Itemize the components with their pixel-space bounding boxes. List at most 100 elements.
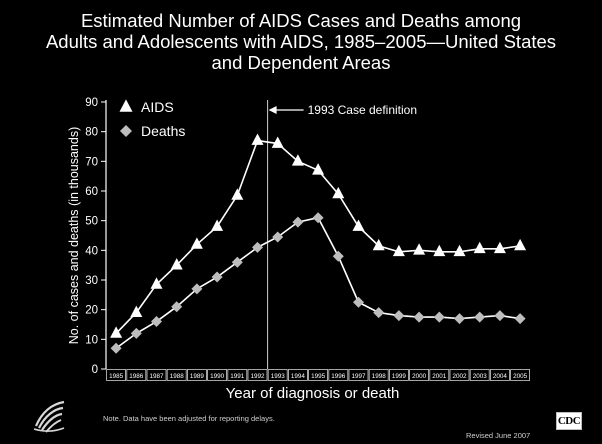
x-tick-label: 1997 [351, 373, 366, 380]
y-tick-label: 90 [85, 97, 98, 109]
deaths-data-point [151, 316, 162, 328]
deaths-data-point [191, 283, 203, 295]
deaths-data-point [454, 313, 465, 325]
aids-data-point [453, 244, 466, 257]
aids-data-point [190, 237, 203, 249]
x-tick-label: 1990 [210, 373, 225, 380]
y-tick-label: 0 [92, 364, 98, 376]
annotation-arrow-head [268, 106, 277, 114]
x-tick-box [348, 369, 369, 381]
y-tick-label: 40 [85, 245, 98, 257]
x-tick-label: 1988 [170, 373, 185, 380]
legend-marker-deaths [120, 125, 132, 137]
x-tick-box [247, 369, 268, 381]
aids-data-point [433, 244, 446, 257]
x-axis-label: Year of diagnosis or death [226, 385, 400, 402]
x-tick-label: 1991 [230, 373, 245, 380]
aids-data-point [413, 243, 426, 255]
deaths-data-point [413, 311, 425, 323]
deaths-data-point [514, 313, 526, 325]
deaths-data-point [474, 311, 486, 323]
hhs-eagle-logo [30, 396, 70, 441]
legend-label: Deaths [141, 123, 185, 139]
aids-data-point [332, 186, 345, 199]
series-line-deaths [115, 216, 521, 349]
deaths-data-point [252, 241, 263, 253]
x-tick-box [126, 369, 147, 381]
aids-data-point [372, 238, 385, 251]
x-tick-label: 2000 [412, 373, 427, 380]
deaths-data-point [110, 342, 122, 354]
title-line-1: Estimated Number of AIDS Cases and Death… [80, 10, 522, 31]
deaths-data-point [393, 310, 405, 322]
x-tick-label: 1996 [331, 373, 346, 380]
aids-data-point [271, 136, 284, 148]
deaths-data-point [292, 216, 304, 228]
x-tick-box [186, 369, 207, 381]
y-tick-label: 70 [85, 156, 98, 168]
x-tick-box [429, 369, 450, 381]
x-tick-box [489, 369, 510, 381]
deaths-data-point [433, 311, 445, 323]
x-tick-box [409, 369, 430, 381]
x-tick-label: 2001 [432, 373, 447, 380]
x-tick-box [207, 369, 228, 381]
y-tick-label: 80 [85, 127, 98, 139]
x-tick-label: 2003 [473, 373, 488, 380]
x-tick-label: 1989 [190, 373, 205, 380]
deaths-data-point [332, 250, 344, 262]
aids-data-point [291, 154, 304, 166]
legend-marker-aids [119, 99, 133, 112]
aids-data-point [352, 219, 365, 231]
annotation-label: 1993 Case definition [308, 103, 417, 117]
y-tick-label: 30 [85, 275, 98, 287]
aids-data-point [493, 241, 506, 254]
x-tick-label: 1987 [149, 373, 164, 380]
cdc-logo: CDC [556, 412, 582, 430]
footnote: Note. Data have been adjusted for report… [103, 414, 275, 423]
aids-data-point [312, 163, 325, 175]
x-tick-label: 1992 [250, 373, 265, 380]
x-tick-label: 2002 [452, 373, 467, 380]
deaths-data-point [171, 301, 183, 313]
x-tick-label: 1993 [271, 373, 286, 380]
deaths-data-point [312, 212, 324, 224]
y-tick-label: 50 [85, 216, 98, 228]
x-tick-box [106, 369, 126, 381]
x-tick-box [227, 369, 248, 381]
x-tick-box [449, 369, 470, 381]
deaths-data-point [211, 271, 223, 283]
deaths-data-point [373, 307, 385, 319]
x-tick-box [308, 369, 329, 381]
y-tick-label: 60 [85, 186, 98, 198]
x-tick-box [510, 369, 531, 381]
deaths-data-point [272, 231, 284, 243]
deaths-data-point [130, 327, 142, 339]
x-tick-label: 1986 [129, 373, 144, 380]
legend-label: AIDS [141, 99, 174, 115]
aids-data-point [251, 133, 264, 145]
title-line-2: Adults and Adolescents with AIDS, 1985–2… [45, 31, 557, 52]
revised-date: Revised June 2007 [466, 431, 531, 440]
x-tick-box [469, 369, 490, 381]
deaths-data-point [494, 310, 506, 322]
aids-data-point [130, 305, 143, 317]
title-line-3: and Dependent Areas [211, 52, 391, 73]
deaths-data-point [353, 296, 364, 308]
x-tick-label: 1985 [109, 373, 124, 380]
x-tick-box [368, 369, 389, 381]
aids-data-point [110, 326, 123, 338]
aids-data-point [150, 277, 163, 289]
deaths-data-point [231, 256, 243, 268]
x-tick-box [166, 369, 187, 381]
x-tick-label: 2005 [513, 373, 528, 380]
x-tick-label: 1999 [392, 373, 407, 380]
x-tick-box [388, 369, 409, 381]
x-tick-label: 1998 [372, 373, 387, 380]
x-tick-box [287, 369, 308, 381]
cdc-logo-text: CDC [557, 415, 581, 427]
y-axis-label: No. of cases and deaths (in thousands) [67, 127, 81, 345]
x-tick-box [328, 369, 349, 381]
